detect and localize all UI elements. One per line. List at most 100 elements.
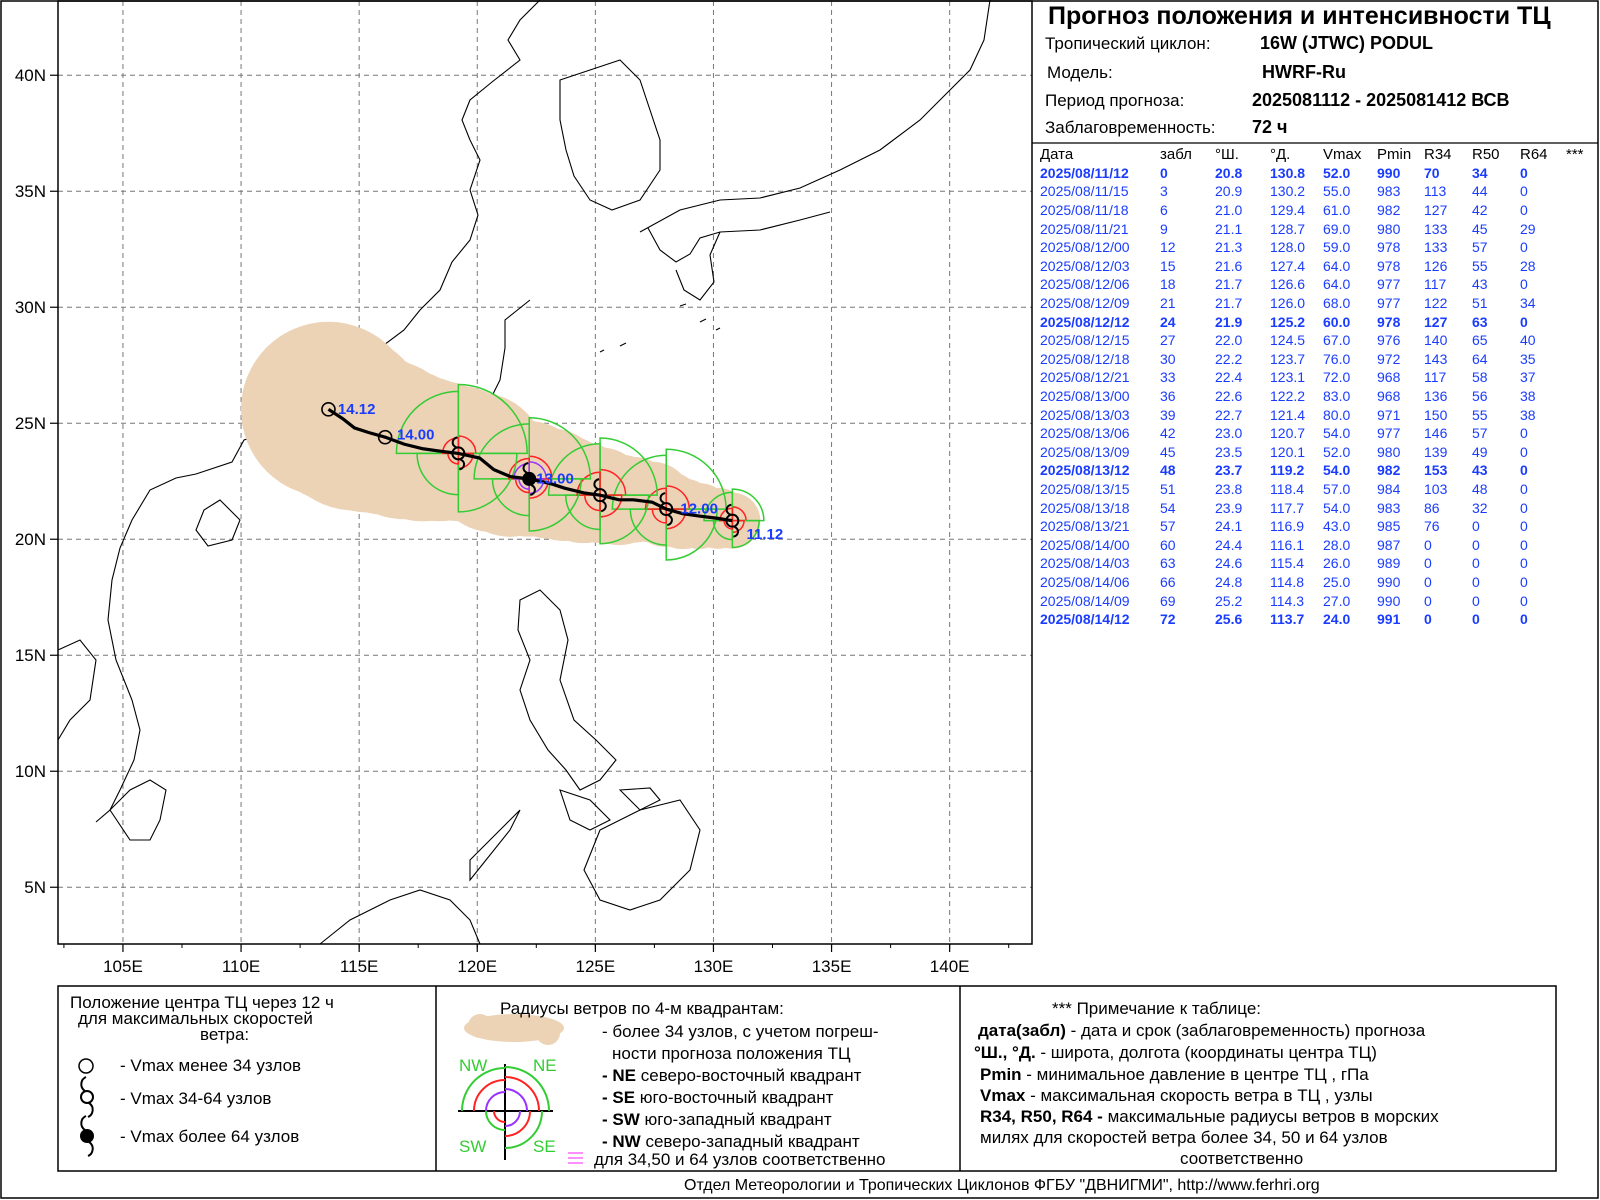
table-cell-r64: 35 bbox=[1520, 350, 1536, 367]
table-cell-pmin: 976 bbox=[1377, 332, 1401, 349]
table-cell-lat: 25.6 bbox=[1215, 611, 1243, 628]
table-cell-vmax: 55.0 bbox=[1323, 183, 1351, 200]
wind-radius-quadrant bbox=[719, 507, 734, 522]
table-cell-lon: 116.1 bbox=[1270, 536, 1304, 553]
table-cell-lead: 63 bbox=[1160, 555, 1176, 572]
wind-radius-quadrant bbox=[416, 452, 460, 496]
table-row: 2025/08/14/12 72 25.6 113.7 24.0 991 0 0 0 bbox=[1040, 610, 1596, 629]
table-cell-empty bbox=[1566, 331, 1596, 350]
table-cell-r64: 40 bbox=[1520, 332, 1536, 349]
wind-radius-quadrant bbox=[513, 462, 530, 480]
wind-radius-quadrant bbox=[528, 416, 592, 480]
table-cell-r64: 0 bbox=[1520, 555, 1528, 572]
lon-label: 105E bbox=[103, 957, 143, 976]
table-cell-empty bbox=[1566, 164, 1596, 183]
table-row: 2025/08/12/09 21 21.7 126.0 68.0 977 122 51 34 bbox=[1040, 294, 1596, 313]
table-cell-r50: 44 bbox=[1472, 183, 1488, 200]
coastline bbox=[57, 639, 97, 741]
table-cell-pmin: 977 bbox=[1377, 425, 1401, 442]
table-cell-lon: 124.5 bbox=[1270, 332, 1306, 349]
l5-text: максимальные радиусы ветров в морских bbox=[1102, 1107, 1439, 1126]
legend-right-title: *** Примечание к таблице: bbox=[1052, 999, 1262, 1018]
wind-radius-quadrant bbox=[665, 448, 727, 510]
table-cell-date: 2025/08/13/18 bbox=[1040, 499, 1130, 516]
table-cell-lon: 130.8 bbox=[1270, 164, 1306, 181]
table-cell-r34: 86 bbox=[1424, 499, 1440, 516]
table-cell-vmax: 27.0 bbox=[1323, 592, 1351, 609]
table-cell-r34: 126 bbox=[1424, 257, 1448, 274]
table-cell-pmin: 968 bbox=[1377, 369, 1401, 386]
table-cell-date: 2025/08/12/09 bbox=[1040, 295, 1130, 312]
track-storm-icon bbox=[593, 478, 608, 513]
table-cell-r34: 0 bbox=[1424, 611, 1432, 628]
table-cell-r34: 113 bbox=[1424, 183, 1447, 200]
table-row: 2025/08/14/06 66 24.8 114.8 25.0 990 0 0 0 bbox=[1040, 573, 1596, 592]
table-cell-r50: 57 bbox=[1472, 239, 1488, 256]
col-r64: R64 bbox=[1520, 145, 1548, 163]
table-cell-vmax: 54.0 bbox=[1323, 499, 1351, 516]
legend-q-sw: SW bbox=[459, 1137, 487, 1156]
table-cell-pmin: 977 bbox=[1377, 276, 1401, 293]
lat-label: 20N bbox=[15, 530, 46, 549]
footer-credit: Отдел Метеорологии и Тропических Циклоно… bbox=[684, 1177, 1320, 1194]
table-cell-empty bbox=[1566, 368, 1596, 387]
l4-text: - максимальная скорость ветра в ТЦ , узл… bbox=[1025, 1086, 1373, 1105]
table-cell-r50: 0 bbox=[1472, 592, 1480, 609]
table-cell-empty bbox=[1566, 610, 1596, 629]
storm-core bbox=[593, 488, 608, 503]
lat-label: 25N bbox=[15, 414, 46, 433]
se-text: юго-восточный квадрант bbox=[639, 1088, 834, 1107]
legend-right-l7: соответственно bbox=[1180, 1149, 1304, 1168]
table-cell-date: 2025/08/14/09 bbox=[1040, 592, 1130, 609]
track-time-label: 14.12 bbox=[338, 401, 376, 418]
page-title: Прогноз положения и интенсивности ТЦ bbox=[1048, 2, 1551, 30]
coastline bbox=[319, 889, 481, 945]
table-cell-date: 2025/08/12/12 bbox=[1040, 313, 1130, 330]
wind-radius-quadrant bbox=[703, 491, 734, 522]
track-circle-icon bbox=[377, 429, 393, 445]
sw-text: юго-западный квадрант bbox=[644, 1110, 832, 1129]
table-cell-lon: 125.2 bbox=[1270, 313, 1306, 330]
table-cell-date: 2025/08/13/09 bbox=[1040, 443, 1130, 460]
table-cell-lat: 23.0 bbox=[1215, 425, 1243, 442]
table-cell-r64: 0 bbox=[1520, 518, 1528, 535]
table-cell-lead: 69 bbox=[1160, 592, 1176, 609]
table-cell-empty bbox=[1566, 294, 1596, 313]
table-cell-pmin: 985 bbox=[1377, 518, 1401, 535]
table-row: 2025/08/12/18 30 22.2 123.7 76.0 972 143 64 35 bbox=[1040, 350, 1596, 369]
table-cell-r50: 42 bbox=[1472, 202, 1488, 219]
table-cell-lon: 115.4 bbox=[1270, 555, 1304, 572]
wind-radius-quadrant bbox=[473, 423, 530, 480]
table-cell-r34: 70 bbox=[1424, 164, 1440, 181]
table-cell-lat: 24.8 bbox=[1215, 573, 1243, 590]
legend-left-title-1: Положение центра ТЦ через 12 ч bbox=[70, 993, 334, 1012]
table-cell-empty bbox=[1566, 480, 1596, 499]
table-cell-pmin: 983 bbox=[1377, 499, 1401, 516]
table-cell-lead: 0 bbox=[1160, 164, 1168, 181]
nw-key: - NW bbox=[602, 1132, 641, 1151]
table-cell-vmax: 76.0 bbox=[1323, 350, 1351, 367]
table-cell-r50: 55 bbox=[1472, 257, 1488, 274]
sw-key: - SW bbox=[602, 1110, 640, 1129]
table-cell-vmax: 54.0 bbox=[1323, 462, 1351, 479]
table-cell-r64: 0 bbox=[1520, 313, 1528, 330]
table-cell-r64: 0 bbox=[1520, 239, 1528, 256]
table-cell-r64: 34 bbox=[1520, 295, 1536, 312]
table-cell-r34: 143 bbox=[1424, 350, 1448, 367]
table-cell-date: 2025/08/14/03 bbox=[1040, 555, 1130, 572]
table-cell-empty bbox=[1566, 461, 1596, 480]
table-row: 2025/08/12/00 12 21.3 128.0 59.0 978 133 57 0 bbox=[1040, 238, 1596, 257]
table-cell-empty bbox=[1566, 387, 1596, 406]
table-cell-lon: 123.7 bbox=[1270, 350, 1306, 367]
wind-radii-quadrants bbox=[395, 383, 765, 561]
table-cell-r64: 0 bbox=[1520, 592, 1528, 609]
table-cell-vmax: 24.0 bbox=[1323, 611, 1351, 628]
table-row: 2025/08/11/15 3 20.9 130.2 55.0 983 113 44 0 bbox=[1040, 182, 1596, 201]
lat-label: 10N bbox=[15, 762, 46, 781]
table-cell-r64: 0 bbox=[1520, 480, 1528, 497]
table-cell-r50: 51 bbox=[1472, 295, 1488, 312]
l5-key: R34, R50, R64 - bbox=[980, 1107, 1103, 1126]
table-cell-lead: 9 bbox=[1160, 220, 1168, 237]
wind-radius-quadrant bbox=[547, 442, 601, 496]
lon-label: 125E bbox=[576, 957, 616, 976]
